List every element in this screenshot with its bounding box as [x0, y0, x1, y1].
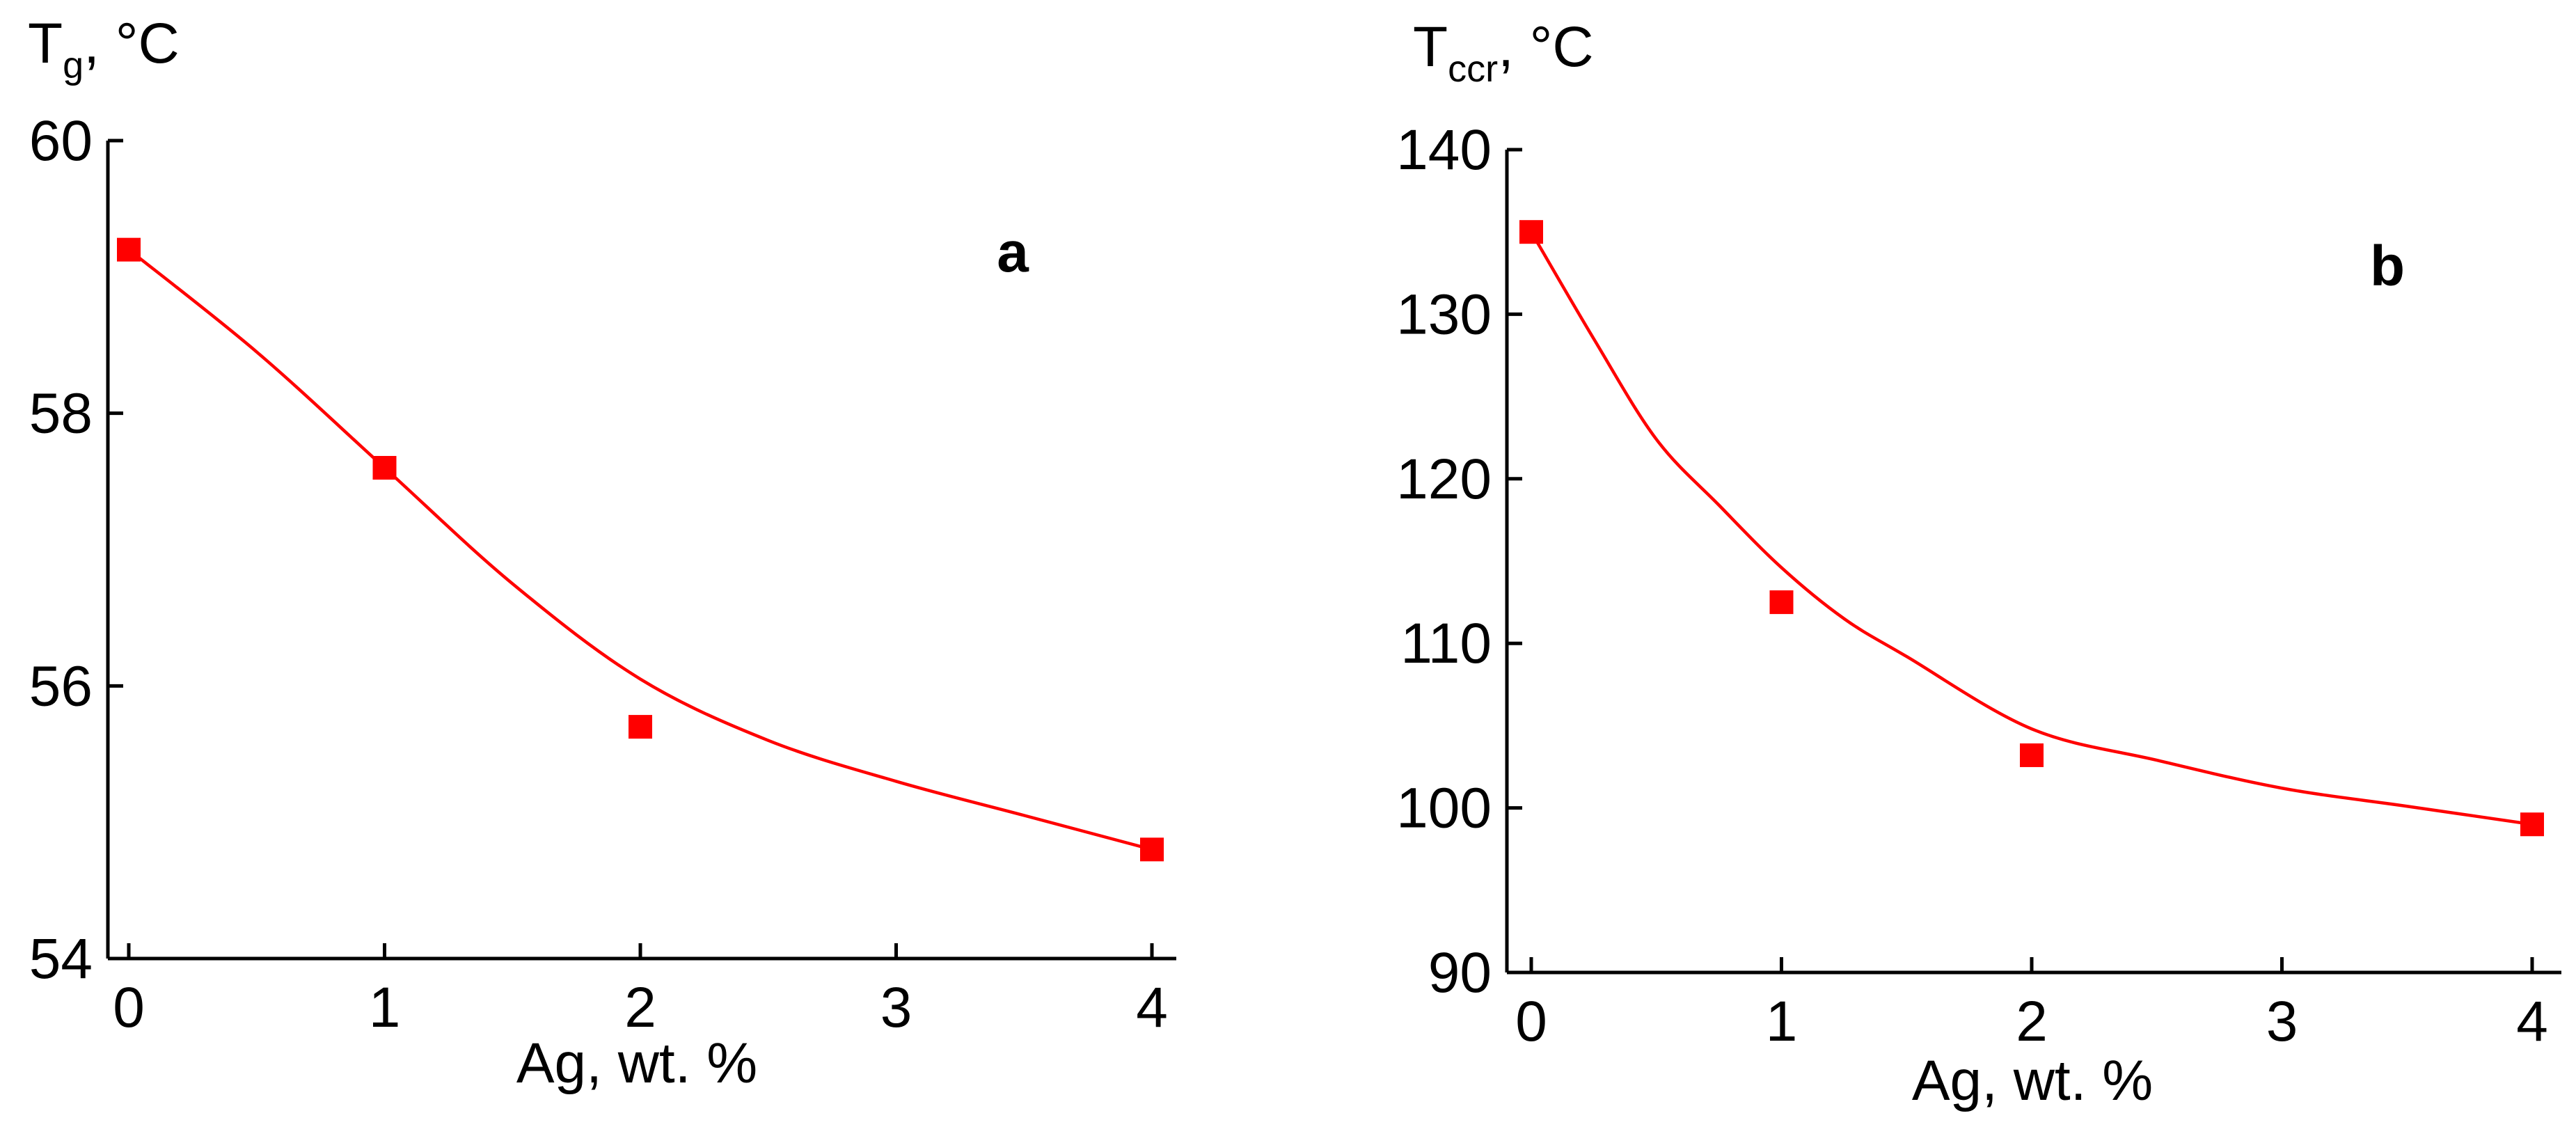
x-tick-label: 4 — [2516, 990, 2548, 1053]
fit-curve-group — [127, 248, 1153, 851]
data-point — [1769, 590, 1794, 615]
data-points — [117, 237, 1164, 862]
x-axis-title: Ag, wt. % — [516, 1032, 757, 1095]
y-ticks: 90 100 110 120 130 140 — [1396, 118, 1522, 1004]
chart-panel-a: Tg, °C Ag, wt. % a 54 56 58 60 0 1 2 3 4 — [28, 12, 1176, 1095]
fit-curve — [1530, 231, 2533, 826]
x-tick-label: 1 — [1766, 990, 1798, 1053]
y-tick-label: 100 — [1396, 777, 1492, 840]
y-axis-title: Tccr, °C — [1413, 15, 1594, 90]
panel-label: a — [997, 221, 1029, 284]
y-tick-label: 110 — [1400, 612, 1492, 675]
y-tick-label: 130 — [1396, 283, 1492, 346]
x-tick-label: 3 — [880, 976, 912, 1039]
x-ticks: 0 1 2 3 4 — [113, 943, 1168, 1039]
data-point — [629, 715, 652, 739]
y-axis-title: Tg, °C — [28, 12, 180, 86]
data-point — [1519, 220, 1543, 244]
data-point — [1140, 837, 1164, 862]
y-tick-label: 56 — [29, 654, 93, 718]
y-tick-label: 58 — [29, 382, 93, 446]
y-ticks: 54 56 58 60 — [29, 109, 123, 991]
x-tick-label: 2 — [624, 976, 656, 1039]
y-tick-label: 90 — [1428, 941, 1492, 1004]
data-point — [2520, 812, 2544, 837]
fit-curve — [127, 248, 1153, 851]
data-point — [117, 237, 141, 262]
fit-curve-group — [1530, 231, 2533, 826]
y-tick-label: 120 — [1396, 448, 1492, 511]
x-tick-label: 1 — [369, 976, 401, 1039]
x-tick-label: 2 — [2016, 990, 2048, 1053]
data-point — [2020, 743, 2044, 767]
data-point — [372, 456, 397, 480]
panel-label: b — [2370, 235, 2405, 298]
x-tick-label: 0 — [113, 976, 145, 1039]
x-ticks: 0 1 2 3 4 — [1515, 957, 2548, 1053]
x-tick-label: 3 — [2266, 990, 2298, 1053]
y-tick-label: 140 — [1396, 118, 1492, 182]
x-tick-label: 0 — [1515, 990, 1547, 1053]
x-axis-title: Ag, wt. % — [1912, 1049, 2153, 1112]
y-tick-label: 60 — [29, 109, 93, 173]
y-tick-label: 54 — [29, 927, 93, 991]
x-tick-label: 4 — [1136, 976, 1168, 1039]
data-points — [1519, 220, 2544, 837]
